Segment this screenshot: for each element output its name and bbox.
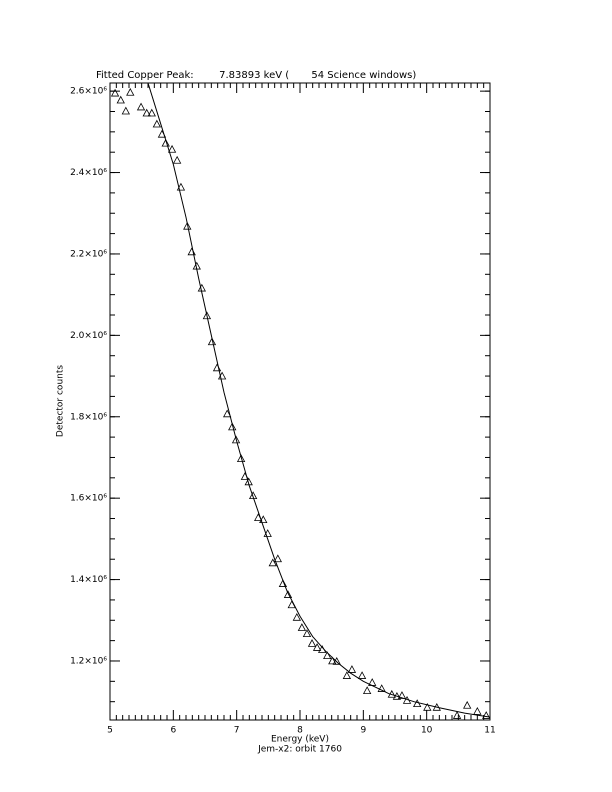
data-point — [126, 87, 135, 96]
y-tick-label: 2.4×10⁶ — [70, 168, 107, 178]
x-tick-label: 11 — [484, 726, 495, 736]
data-point — [387, 689, 397, 698]
data-point — [312, 643, 322, 651]
data-point — [347, 665, 357, 673]
data-point — [116, 95, 125, 104]
data-point — [377, 684, 386, 692]
data-point — [432, 702, 441, 711]
data-point — [292, 612, 302, 621]
data-point — [362, 686, 372, 695]
x-axis-label: Energy (keV) — [271, 735, 329, 745]
data-point — [197, 283, 207, 292]
data-point — [244, 477, 253, 486]
data-point — [161, 138, 170, 147]
data-point — [323, 651, 332, 659]
data-point — [207, 337, 217, 346]
data-point — [482, 711, 490, 719]
data-point — [136, 102, 146, 111]
data-point — [217, 371, 227, 380]
subtitle: Jem-x2: orbit 1760 — [257, 745, 342, 755]
y-tick-label: 1.6×10⁶ — [70, 494, 107, 504]
data-point — [473, 707, 482, 715]
data-point — [147, 108, 156, 117]
y-tick-label: 1.4×10⁶ — [70, 575, 107, 585]
data-point — [412, 699, 422, 708]
data-point — [167, 144, 177, 153]
chart-title: Fitted Copper Peak: 7.83893 keV ( 54 Sci… — [96, 70, 416, 81]
data-point — [273, 554, 283, 563]
data-point — [317, 645, 327, 653]
data-point — [110, 88, 120, 97]
data-point — [357, 671, 367, 679]
data-point — [402, 696, 412, 704]
x-tick-label: 7 — [234, 726, 240, 736]
data-point — [423, 702, 432, 711]
data-point — [231, 435, 241, 444]
data-point — [183, 221, 192, 230]
data-point — [342, 671, 352, 679]
data-point — [202, 311, 212, 320]
y-tick-label: 1.8×10⁶ — [70, 412, 107, 422]
data-point — [278, 579, 288, 587]
data-point — [157, 129, 167, 138]
y-axis-label: Detector counts — [56, 365, 66, 437]
data-point — [172, 155, 182, 164]
data-point — [302, 629, 312, 638]
y-tick-label: 2.0×10⁶ — [70, 331, 107, 341]
data-point — [240, 472, 250, 480]
data-point — [297, 623, 307, 631]
data-point — [263, 529, 272, 537]
data-point — [328, 656, 337, 665]
data-point — [268, 558, 277, 567]
data-point — [121, 106, 131, 115]
x-tick-label: 9 — [360, 726, 366, 736]
y-tick-label: 2.2×10⁶ — [70, 249, 107, 259]
x-tick-label: 10 — [421, 726, 433, 736]
data-point — [463, 700, 472, 709]
data-point — [392, 691, 402, 700]
data-point — [142, 108, 151, 117]
data-point — [248, 491, 258, 500]
data-point — [187, 247, 196, 256]
data-point — [307, 639, 317, 647]
y-tick-label: 1.2×10⁶ — [70, 656, 107, 666]
data-point — [152, 119, 162, 128]
x-tick-label: 8 — [297, 726, 303, 736]
data-point — [254, 513, 263, 522]
data-point — [259, 515, 268, 524]
data-point — [283, 590, 293, 598]
data-point — [397, 691, 407, 699]
data-point — [192, 261, 201, 270]
data-point — [332, 656, 341, 665]
x-tick-label: 5 — [107, 726, 113, 736]
data-point — [212, 363, 222, 372]
data-point — [228, 422, 237, 431]
data-point — [236, 454, 246, 462]
plot-area — [110, 83, 490, 719]
y-tick-label: 2.6×10⁶ — [70, 87, 107, 97]
data-point — [287, 600, 296, 609]
x-tick-label: 6 — [170, 726, 176, 736]
data-point — [176, 182, 186, 191]
data-point — [368, 678, 377, 686]
data-point — [222, 409, 232, 418]
